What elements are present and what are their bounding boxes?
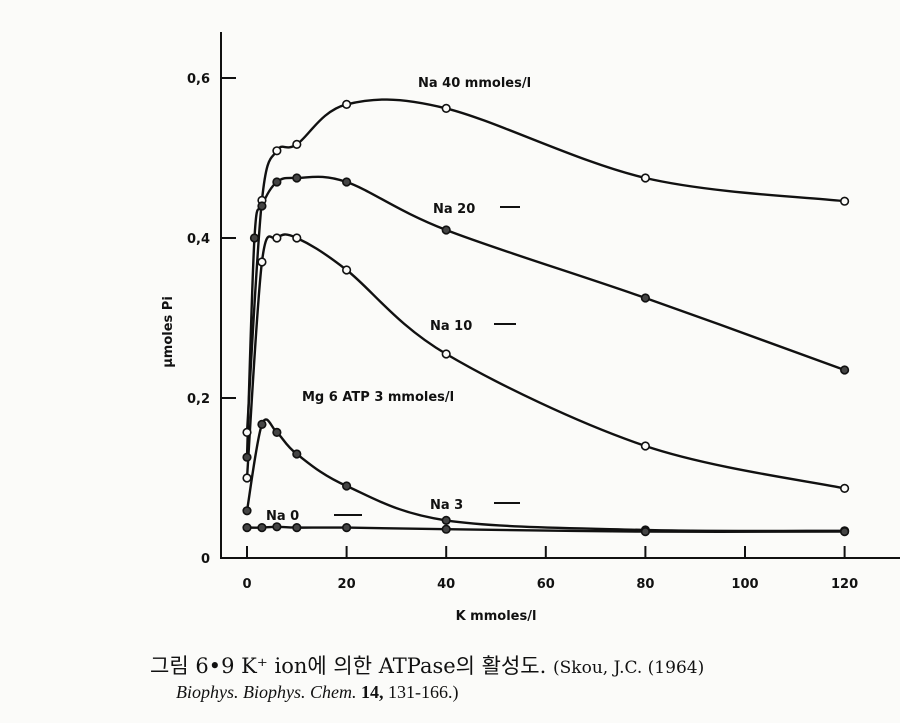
data-point xyxy=(441,524,451,534)
annotation-na10: Na 10 xyxy=(430,319,472,334)
chart: 0 20 40 60 80 100 120 0 0,2 0,4 0,6 Na 40 mmoles/l… xyxy=(161,32,900,624)
data-point xyxy=(272,146,282,156)
series-line-4 xyxy=(246,525,845,533)
annotation-na20: Na 20 xyxy=(433,202,475,217)
data-point xyxy=(342,522,352,533)
data-point xyxy=(292,233,302,243)
x-tick-label: 20 xyxy=(338,577,356,592)
annotation-na3: Na 3 xyxy=(430,498,463,513)
x-tick-label: 80 xyxy=(636,577,654,592)
data-point xyxy=(441,349,451,359)
data-point xyxy=(292,173,302,183)
data-point xyxy=(257,257,267,267)
x-tick-label: 60 xyxy=(537,577,555,592)
data-point xyxy=(272,233,282,243)
data-point xyxy=(272,522,282,532)
data-point xyxy=(640,173,651,183)
data-point xyxy=(342,481,352,491)
data-point xyxy=(839,526,850,537)
y-tick-label: 0,2 xyxy=(187,392,210,407)
series-line-0 xyxy=(245,98,845,433)
data-point xyxy=(640,441,651,451)
x-tick-label: 120 xyxy=(831,577,858,592)
x-tick-label: 100 xyxy=(731,577,758,592)
data-point xyxy=(257,419,267,430)
x-axis-label: K mmoles/l xyxy=(456,609,537,624)
data-point xyxy=(342,99,352,109)
data-point xyxy=(292,449,302,459)
caption-title: 그림 6•9 K⁺ ion에 의한 ATPase의 활성도. xyxy=(150,654,547,678)
data-point xyxy=(257,522,267,533)
caption-pages: 131-166.) xyxy=(387,682,459,702)
series-line-1 xyxy=(245,175,846,458)
markers xyxy=(242,99,850,537)
annotation-conditions: Mg 6 ATP 3 mmoles/l xyxy=(302,390,454,405)
data-point xyxy=(640,526,651,537)
data-point xyxy=(839,365,850,375)
caption-volume: 14, xyxy=(360,682,384,702)
data-point xyxy=(292,522,302,533)
series-line-3 xyxy=(245,418,845,533)
caption-reference: (Skou, J.C. (1964) xyxy=(553,658,705,678)
data-point xyxy=(242,473,252,483)
x-tick-label: 0 xyxy=(242,577,251,592)
data-point xyxy=(242,522,252,533)
caption-citation: Biophys. Biophys. Chem. 14, 131-166.) xyxy=(176,682,458,703)
figure-caption: 그림 6•9 K⁺ ion에 의한 ATPase의 활성도. (Skou, J.… xyxy=(150,650,704,680)
annotation-na40: Na 40 mmoles/l xyxy=(418,76,531,91)
data-point xyxy=(292,139,302,149)
caption-journal: Biophys. Biophys. Chem. xyxy=(176,682,357,702)
data-point xyxy=(640,293,651,303)
data-point xyxy=(441,103,451,113)
data-point xyxy=(249,233,260,243)
curves xyxy=(245,98,846,533)
y-tick-label: 0,6 xyxy=(187,72,210,87)
series-line-2 xyxy=(245,233,845,490)
data-point xyxy=(242,427,252,438)
data-point xyxy=(441,515,451,526)
data-point xyxy=(839,196,850,206)
data-point xyxy=(342,265,352,275)
data-point xyxy=(242,506,252,516)
data-point xyxy=(342,177,352,187)
data-point xyxy=(272,427,282,438)
y-tick-label: 0 xyxy=(201,552,210,567)
data-point xyxy=(839,483,850,494)
data-point xyxy=(257,201,267,211)
data-point xyxy=(441,225,451,235)
y-tick-label: 0,4 xyxy=(187,232,210,247)
y-axis-label: μmoles Pi xyxy=(161,296,176,368)
data-point xyxy=(242,452,252,462)
annotation-na0: Na 0 xyxy=(266,509,299,524)
data-point xyxy=(272,177,282,187)
x-tick-label: 40 xyxy=(437,577,455,592)
axes: 0 20 40 60 80 100 120 0 0,2 0,4 0,6 xyxy=(187,32,900,592)
